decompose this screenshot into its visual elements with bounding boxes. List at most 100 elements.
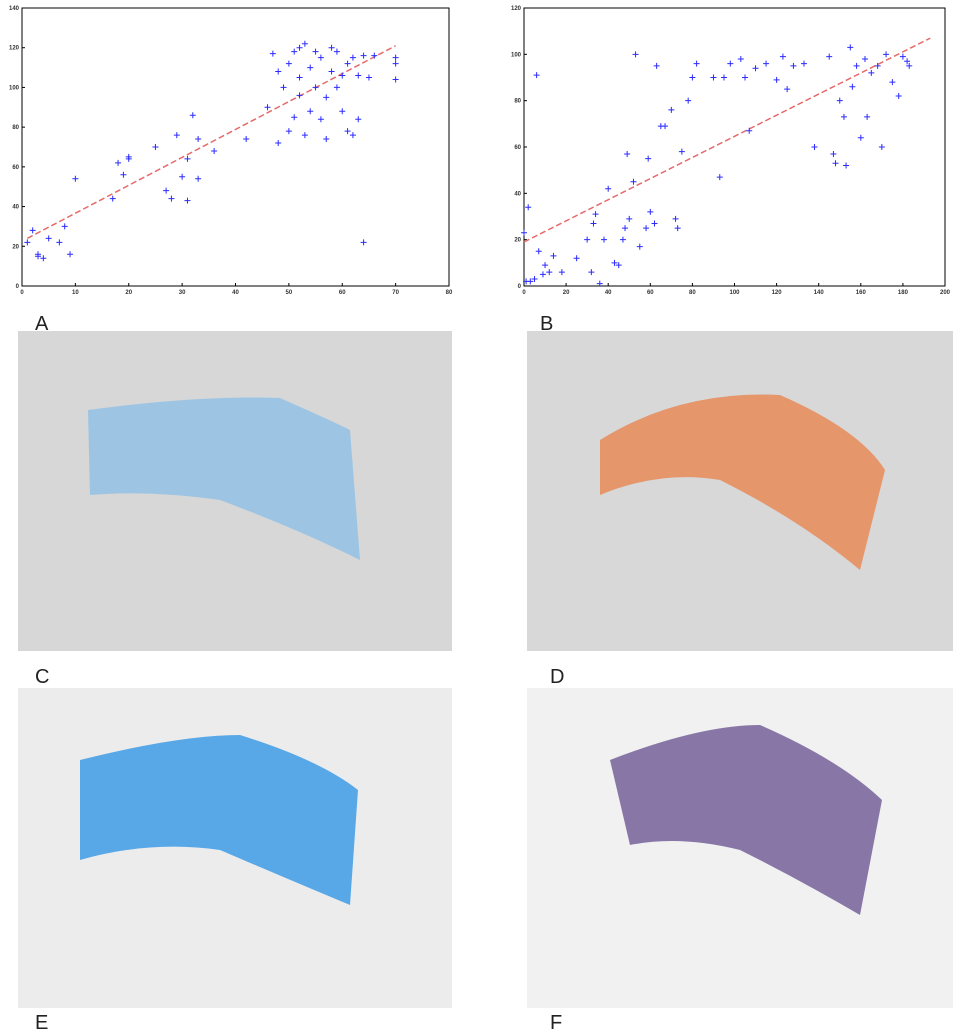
point xyxy=(858,135,864,141)
point xyxy=(727,61,733,67)
y-tick-label: 20 xyxy=(514,238,521,244)
y-tick-label: 60 xyxy=(12,165,19,171)
point xyxy=(654,63,660,69)
point xyxy=(275,69,281,75)
point xyxy=(355,73,361,79)
point xyxy=(624,151,630,157)
point xyxy=(313,84,319,90)
x-tick-label: 70 xyxy=(392,290,399,296)
point xyxy=(841,114,847,120)
point xyxy=(243,136,249,142)
point xyxy=(393,61,399,67)
x-tick-label: 0 xyxy=(522,290,526,296)
x-tick-label: 30 xyxy=(179,290,186,296)
point xyxy=(590,220,596,226)
point xyxy=(633,51,639,57)
point xyxy=(550,253,556,259)
point xyxy=(46,235,52,241)
panel-label: E xyxy=(35,1012,48,1031)
point xyxy=(110,196,116,202)
point xyxy=(854,63,860,69)
point xyxy=(626,216,632,222)
point xyxy=(275,140,281,146)
point xyxy=(668,107,674,113)
x-tick-label: 50 xyxy=(286,290,293,296)
point xyxy=(753,65,759,71)
x-tick-label: 10 xyxy=(72,290,79,296)
trend-line xyxy=(27,46,395,239)
point xyxy=(584,237,590,243)
point xyxy=(774,77,780,83)
y-tick-label: 120 xyxy=(511,6,522,12)
point xyxy=(350,55,356,61)
point xyxy=(694,61,700,67)
y-tick-label: 40 xyxy=(12,205,19,211)
point xyxy=(536,248,542,254)
point xyxy=(601,237,607,243)
point xyxy=(40,255,46,261)
point xyxy=(864,114,870,120)
point xyxy=(605,186,611,192)
point xyxy=(643,225,649,231)
point xyxy=(889,79,895,85)
point xyxy=(115,160,121,166)
y-tick-label: 0 xyxy=(16,284,20,290)
point xyxy=(72,176,78,182)
point xyxy=(318,55,324,61)
point xyxy=(790,63,796,69)
point xyxy=(329,45,335,51)
x-tick-label: 80 xyxy=(689,290,696,296)
point xyxy=(345,61,351,67)
point xyxy=(896,93,902,99)
point xyxy=(195,136,201,142)
point xyxy=(900,54,906,60)
point xyxy=(334,49,340,55)
point xyxy=(673,216,679,222)
x-tick-label: 40 xyxy=(605,290,612,296)
point xyxy=(542,262,548,268)
point xyxy=(355,116,361,122)
point xyxy=(190,112,196,118)
point xyxy=(120,172,126,178)
point xyxy=(826,54,832,60)
point xyxy=(647,209,653,215)
point xyxy=(350,132,356,138)
y-tick-label: 100 xyxy=(9,85,20,91)
point xyxy=(174,132,180,138)
x-tick-label: 60 xyxy=(339,290,346,296)
point xyxy=(847,44,853,50)
point xyxy=(837,98,843,104)
y-tick-label: 20 xyxy=(12,244,19,250)
figure: 0102030405060708002040608010012014002040… xyxy=(0,0,953,1031)
point xyxy=(163,188,169,194)
y-tick-label: 60 xyxy=(514,145,521,151)
point xyxy=(717,174,723,180)
point xyxy=(588,269,594,275)
x-tick-label: 100 xyxy=(729,290,740,296)
y-tick-label: 40 xyxy=(514,191,521,197)
point xyxy=(307,65,313,71)
point xyxy=(265,104,271,110)
point xyxy=(361,239,367,245)
point xyxy=(689,75,695,81)
point xyxy=(784,86,790,92)
panel-label: C xyxy=(35,666,49,688)
point xyxy=(62,223,68,229)
point xyxy=(630,179,636,185)
point xyxy=(302,41,308,47)
point xyxy=(297,45,303,51)
point xyxy=(675,225,681,231)
point xyxy=(540,271,546,277)
point xyxy=(281,84,287,90)
point xyxy=(297,75,303,81)
point xyxy=(339,108,345,114)
point xyxy=(637,244,643,250)
panel-label: A xyxy=(35,313,49,335)
point xyxy=(195,176,201,182)
point xyxy=(307,108,313,114)
point xyxy=(270,51,276,57)
point xyxy=(679,149,685,155)
point xyxy=(593,211,599,217)
point xyxy=(710,75,716,81)
image-d xyxy=(527,331,953,651)
